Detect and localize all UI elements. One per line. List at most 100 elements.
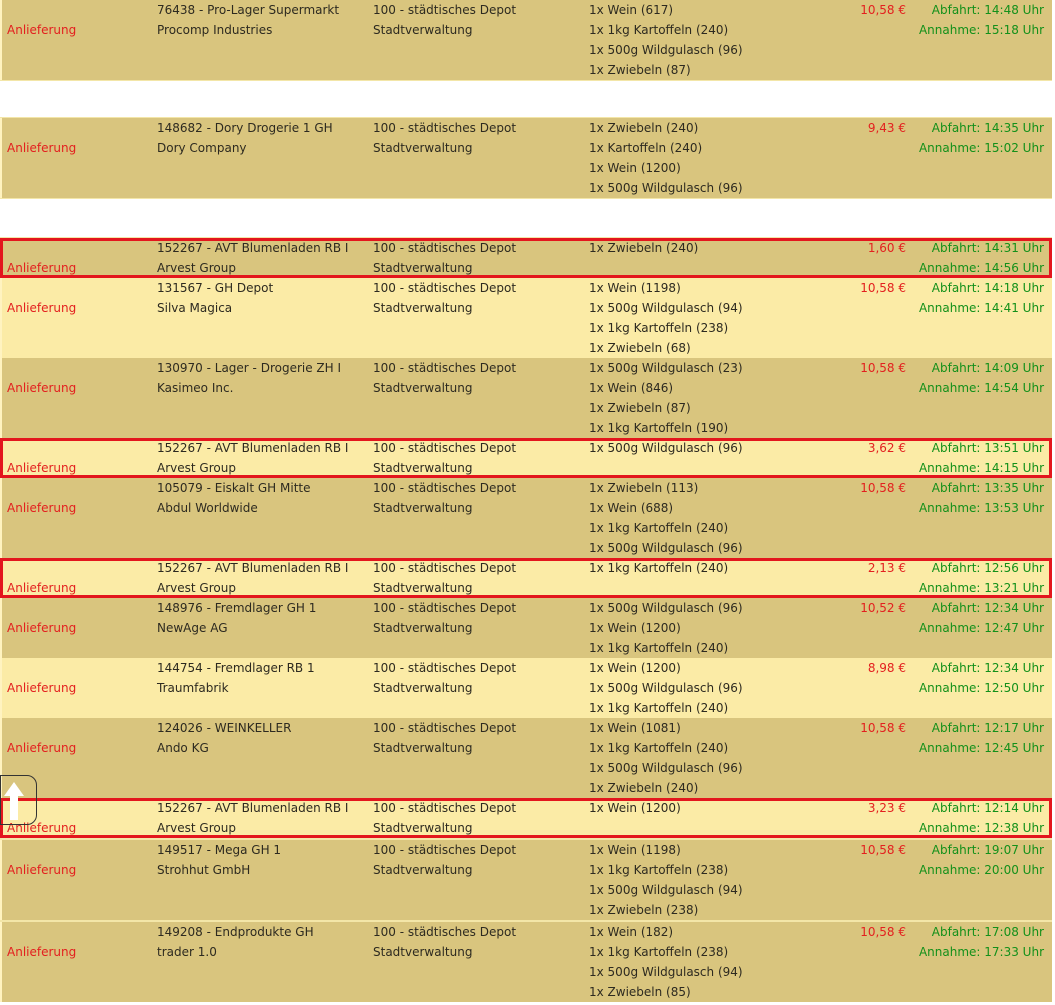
item: 1x 1kg Kartoffeln (238) [589, 945, 729, 959]
owner: Stadtverwaltung [373, 301, 473, 315]
delivery-type: Anlieferung [7, 741, 77, 755]
item: 1x Zwiebeln (240) [589, 121, 699, 135]
price: 8,98 € [867, 661, 906, 675]
item: 1x Wein (1198) [589, 843, 681, 857]
item: 1x Zwiebeln (68) [589, 341, 691, 355]
item: 1x 500g Wildgulasch (94) [589, 965, 743, 979]
company: Arvest Group [157, 461, 236, 475]
item: 1x 500g Wildgulasch (94) [589, 883, 743, 897]
item: 1x 1kg Kartoffeln (240) [589, 701, 729, 715]
price: 10,58 € [860, 721, 906, 735]
company: NewAge AG [157, 621, 228, 635]
delivery-row: Anlieferung 152267 - AVT Blumenladen RB I… [0, 798, 1052, 838]
item: 1x Wein (1200) [589, 801, 681, 815]
departure: Abfahrt: 12:14 Uhr [931, 801, 1044, 815]
company: Dory Company [157, 141, 247, 155]
item: 1x 1kg Kartoffeln (240) [589, 641, 729, 655]
item: 1x 500g Wildgulasch (96) [589, 541, 743, 555]
price: 10,58 € [860, 481, 906, 495]
price: 3,23 € [867, 801, 906, 815]
item: 1x Wein (1081) [589, 721, 681, 735]
up-arrow [4, 782, 24, 820]
price: 1,60 € [867, 241, 906, 255]
depot: 100 - städtisches Depot [373, 925, 517, 939]
price: 10,58 € [860, 281, 906, 295]
depot: 100 - städtisches Depot [373, 801, 517, 815]
item: 1x 1kg Kartoffeln (240) [589, 23, 729, 37]
delivery-type: Anlieferung [7, 621, 77, 635]
item: 1x Wein (846) [589, 381, 674, 395]
delivery-type: Anlieferung [7, 581, 77, 595]
owner: Stadtverwaltung [373, 23, 473, 37]
origin: 105079 - Eiskalt GH Mitte [157, 481, 311, 495]
price: 9,43 € [867, 121, 906, 135]
origin: 149517 - Mega GH 1 [157, 843, 282, 857]
departure: Abfahrt: 17:08 Uhr [931, 925, 1044, 939]
delivery-row: Anlieferung 130970 - Lager - Drogerie ZH … [0, 358, 1052, 438]
delivery-type: Anlieferung [7, 681, 77, 695]
item: 1x Wein (1200) [589, 661, 681, 675]
item: 1x Wein (688) [589, 501, 674, 515]
delivery-type: Anlieferung [7, 141, 77, 155]
item: 1x 500g Wildgulasch (96) [589, 601, 743, 615]
depot: 100 - städtisches Depot [373, 601, 517, 615]
depot: 100 - städtisches Depot [373, 661, 517, 675]
depot: 100 - städtisches Depot [373, 481, 517, 495]
item: 1x 1kg Kartoffeln (238) [589, 321, 729, 335]
price: 10,52 € [860, 601, 906, 615]
item: 1x 1kg Kartoffeln (238) [589, 863, 729, 877]
arrival: Annahme: 12:47 Uhr [918, 621, 1044, 635]
price: 10,58 € [860, 925, 906, 939]
row-gap [0, 838, 1052, 840]
departure: Abfahrt: 14:09 Uhr [931, 361, 1044, 375]
row-gap [0, 80, 1052, 118]
delivery-row: Anlieferung 131567 - GH Depot Silva Magica… [0, 278, 1052, 358]
arrival: Annahme: 14:15 Uhr [918, 461, 1044, 475]
price: 10,58 € [860, 843, 906, 857]
item: 1x Zwiebeln (87) [589, 63, 691, 77]
delivery-row: Anlieferung 152267 - AVT Blumenladen RB I… [0, 558, 1052, 598]
depot: 100 - städtisches Depot [373, 121, 517, 135]
delivery-type: Anlieferung [7, 261, 77, 275]
owner: Stadtverwaltung [373, 821, 473, 835]
owner: Stadtverwaltung [373, 461, 473, 475]
delivery-type: Anlieferung [7, 863, 77, 877]
company: Arvest Group [157, 581, 236, 595]
delivery-row: Anlieferung 76438 - Pro-Lager Supermarkt P… [0, 0, 1052, 80]
origin: 124026 - WEINKELLER [157, 721, 292, 735]
item: 1x Zwiebeln (240) [589, 241, 699, 255]
arrival: Annahme: 15:18 Uhr [918, 23, 1044, 37]
owner: Stadtverwaltung [373, 621, 473, 635]
arrival: Annahme: 12:38 Uhr [918, 821, 1044, 835]
item: 1x Zwiebeln (85) [589, 985, 691, 999]
owner: Stadtverwaltung [373, 945, 473, 959]
price: 10,58 € [860, 361, 906, 375]
company: Arvest Group [157, 261, 236, 275]
delivery-row: Anlieferung 148976 - Fremdlager GH 1 NewAg… [0, 598, 1052, 658]
company: Ando KG [157, 741, 209, 755]
origin: 152267 - AVT Blumenladen RB I [157, 801, 349, 815]
arrival: Annahme: 20:00 Uhr [918, 863, 1044, 877]
item: 1x 500g Wildgulasch (96) [589, 43, 743, 57]
arrival: Annahme: 15:02 Uhr [918, 141, 1044, 155]
item: 1x 500g Wildgulasch (96) [589, 181, 743, 195]
item: 1x 500g Wildgulasch (96) [589, 681, 743, 695]
arrival: Annahme: 12:50 Uhr [918, 681, 1044, 695]
item: 1x Kartoffeln (240) [589, 141, 703, 155]
arrival: Annahme: 14:56 Uhr [918, 261, 1044, 275]
arrival: Annahme: 12:45 Uhr [918, 741, 1044, 755]
origin: 152267 - AVT Blumenladen RB I [157, 241, 349, 255]
owner: Stadtverwaltung [373, 501, 473, 515]
item: 1x 1kg Kartoffeln (240) [589, 521, 729, 535]
price: 10,58 € [860, 3, 906, 17]
origin: 148682 - Dory Drogerie 1 GH [157, 121, 333, 135]
owner: Stadtverwaltung [373, 141, 473, 155]
owner: Stadtverwaltung [373, 741, 473, 755]
scroll-up-button[interactable] [0, 775, 37, 825]
delivery-type: Anlieferung [7, 501, 77, 515]
departure: Abfahrt: 12:34 Uhr [931, 601, 1044, 615]
departure: Abfahrt: 14:48 Uhr [931, 3, 1044, 17]
owner: Stadtverwaltung [373, 581, 473, 595]
item: 1x Zwiebeln (87) [589, 401, 691, 415]
